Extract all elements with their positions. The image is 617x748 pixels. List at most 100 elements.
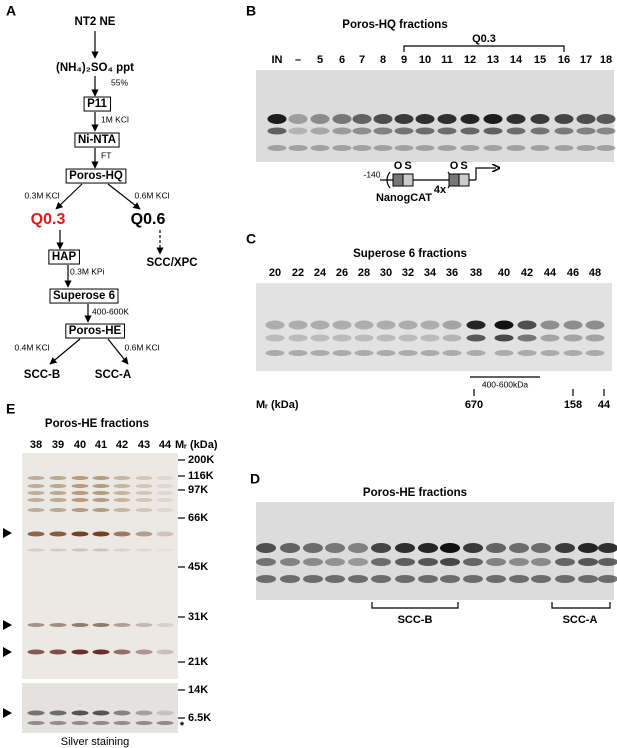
gel-band — [418, 575, 438, 583]
gel-band — [27, 623, 45, 627]
bracket — [551, 602, 611, 609]
marker-label: 670 — [465, 399, 483, 411]
lane-label: 46 — [567, 267, 579, 279]
lane-label: 12 — [464, 54, 476, 66]
gel-band — [596, 127, 616, 135]
boxed-label: Superose 6 — [53, 290, 115, 302]
gel-band — [506, 127, 526, 135]
gel-band — [267, 127, 287, 135]
lane-label: 34 — [424, 267, 437, 279]
gel-band — [398, 320, 418, 330]
gel-band — [113, 623, 131, 627]
gel-band — [394, 114, 414, 124]
gel-band — [437, 145, 457, 151]
gel-band — [156, 476, 174, 480]
lane-label: 14 — [510, 54, 523, 66]
gel-band — [113, 476, 131, 480]
gel-band — [310, 127, 330, 135]
gel-band — [460, 145, 480, 151]
gel-band — [578, 575, 598, 583]
gel-band — [348, 543, 368, 553]
gel-band — [49, 491, 67, 495]
lane-label: 13 — [487, 54, 499, 66]
gel-band — [92, 710, 110, 716]
gel-band — [371, 543, 391, 553]
gel-band — [113, 531, 131, 537]
gel-band — [554, 145, 574, 151]
gel-band — [415, 127, 435, 135]
lane-label: 7 — [359, 54, 365, 66]
gel-band — [27, 710, 45, 716]
gel-band — [376, 334, 396, 342]
gel-band — [49, 623, 67, 627]
lane-label: 41 — [95, 439, 107, 451]
gel-band — [332, 145, 352, 151]
gel-band — [310, 145, 330, 151]
panel-title: Poros-HE fractions — [45, 418, 149, 430]
gel-band — [49, 710, 67, 716]
lane-label: 20 — [269, 267, 281, 279]
lane-label: 32 — [402, 267, 414, 279]
gel-band — [517, 320, 537, 330]
gel — [22, 683, 178, 733]
label: Q0.6 — [131, 211, 166, 228]
gel-band — [288, 145, 308, 151]
gel-band — [156, 649, 174, 655]
lane-label: 24 — [314, 267, 327, 279]
gel-band — [49, 476, 67, 480]
lane-label: 22 — [292, 267, 304, 279]
gel-band — [135, 623, 153, 627]
gel-band — [135, 721, 153, 725]
promoter-position: -140 — [363, 169, 380, 179]
gel-band — [27, 508, 45, 512]
gel-band — [332, 334, 352, 342]
gel-band — [437, 127, 457, 135]
gel-band — [325, 543, 345, 553]
gel-band — [483, 127, 503, 135]
gel-band — [354, 350, 374, 356]
gel-band — [440, 575, 460, 583]
label: 0.6M KCl — [125, 342, 160, 352]
lane-label: – — [295, 54, 301, 66]
promoter-arrow — [475, 168, 496, 180]
gel-band — [113, 721, 131, 725]
gel-band — [135, 548, 153, 552]
gel-band — [530, 127, 550, 135]
gel-band — [530, 145, 550, 151]
lane-label: 15 — [534, 54, 546, 66]
gel-band — [27, 531, 45, 537]
gel-band — [156, 491, 174, 495]
label: 1M KCl — [101, 114, 129, 124]
gel-band — [71, 531, 89, 537]
gel-band — [310, 350, 330, 356]
gel-band — [265, 334, 285, 342]
label: SCC/XPC — [146, 257, 197, 269]
gel-band — [598, 575, 617, 583]
gel-band — [463, 558, 483, 566]
gel-band — [288, 127, 308, 135]
gel-band — [71, 649, 89, 655]
gel-band — [49, 548, 67, 552]
gel-band — [267, 145, 287, 151]
gel-band — [288, 350, 308, 356]
lane-label: 40 — [74, 439, 86, 451]
panel-title: Poros-HQ fractions — [342, 19, 447, 31]
gel-band — [517, 350, 537, 356]
gel-band — [92, 484, 110, 488]
lane-label: 40 — [498, 267, 510, 279]
gel-band — [373, 114, 393, 124]
gel-band — [71, 476, 89, 480]
gel-band — [348, 558, 368, 566]
bracket-label: SCC-A — [563, 614, 598, 626]
gel-band — [598, 543, 617, 553]
gel-band — [71, 508, 89, 512]
gel-band — [442, 334, 462, 342]
axis-label: Mᵣ (kDa) — [256, 399, 299, 411]
gel-band — [494, 350, 514, 356]
gel-band — [415, 114, 435, 124]
gel-band — [92, 476, 110, 480]
line — [55, 183, 83, 210]
gel-band — [92, 721, 110, 725]
box — [49, 288, 119, 304]
